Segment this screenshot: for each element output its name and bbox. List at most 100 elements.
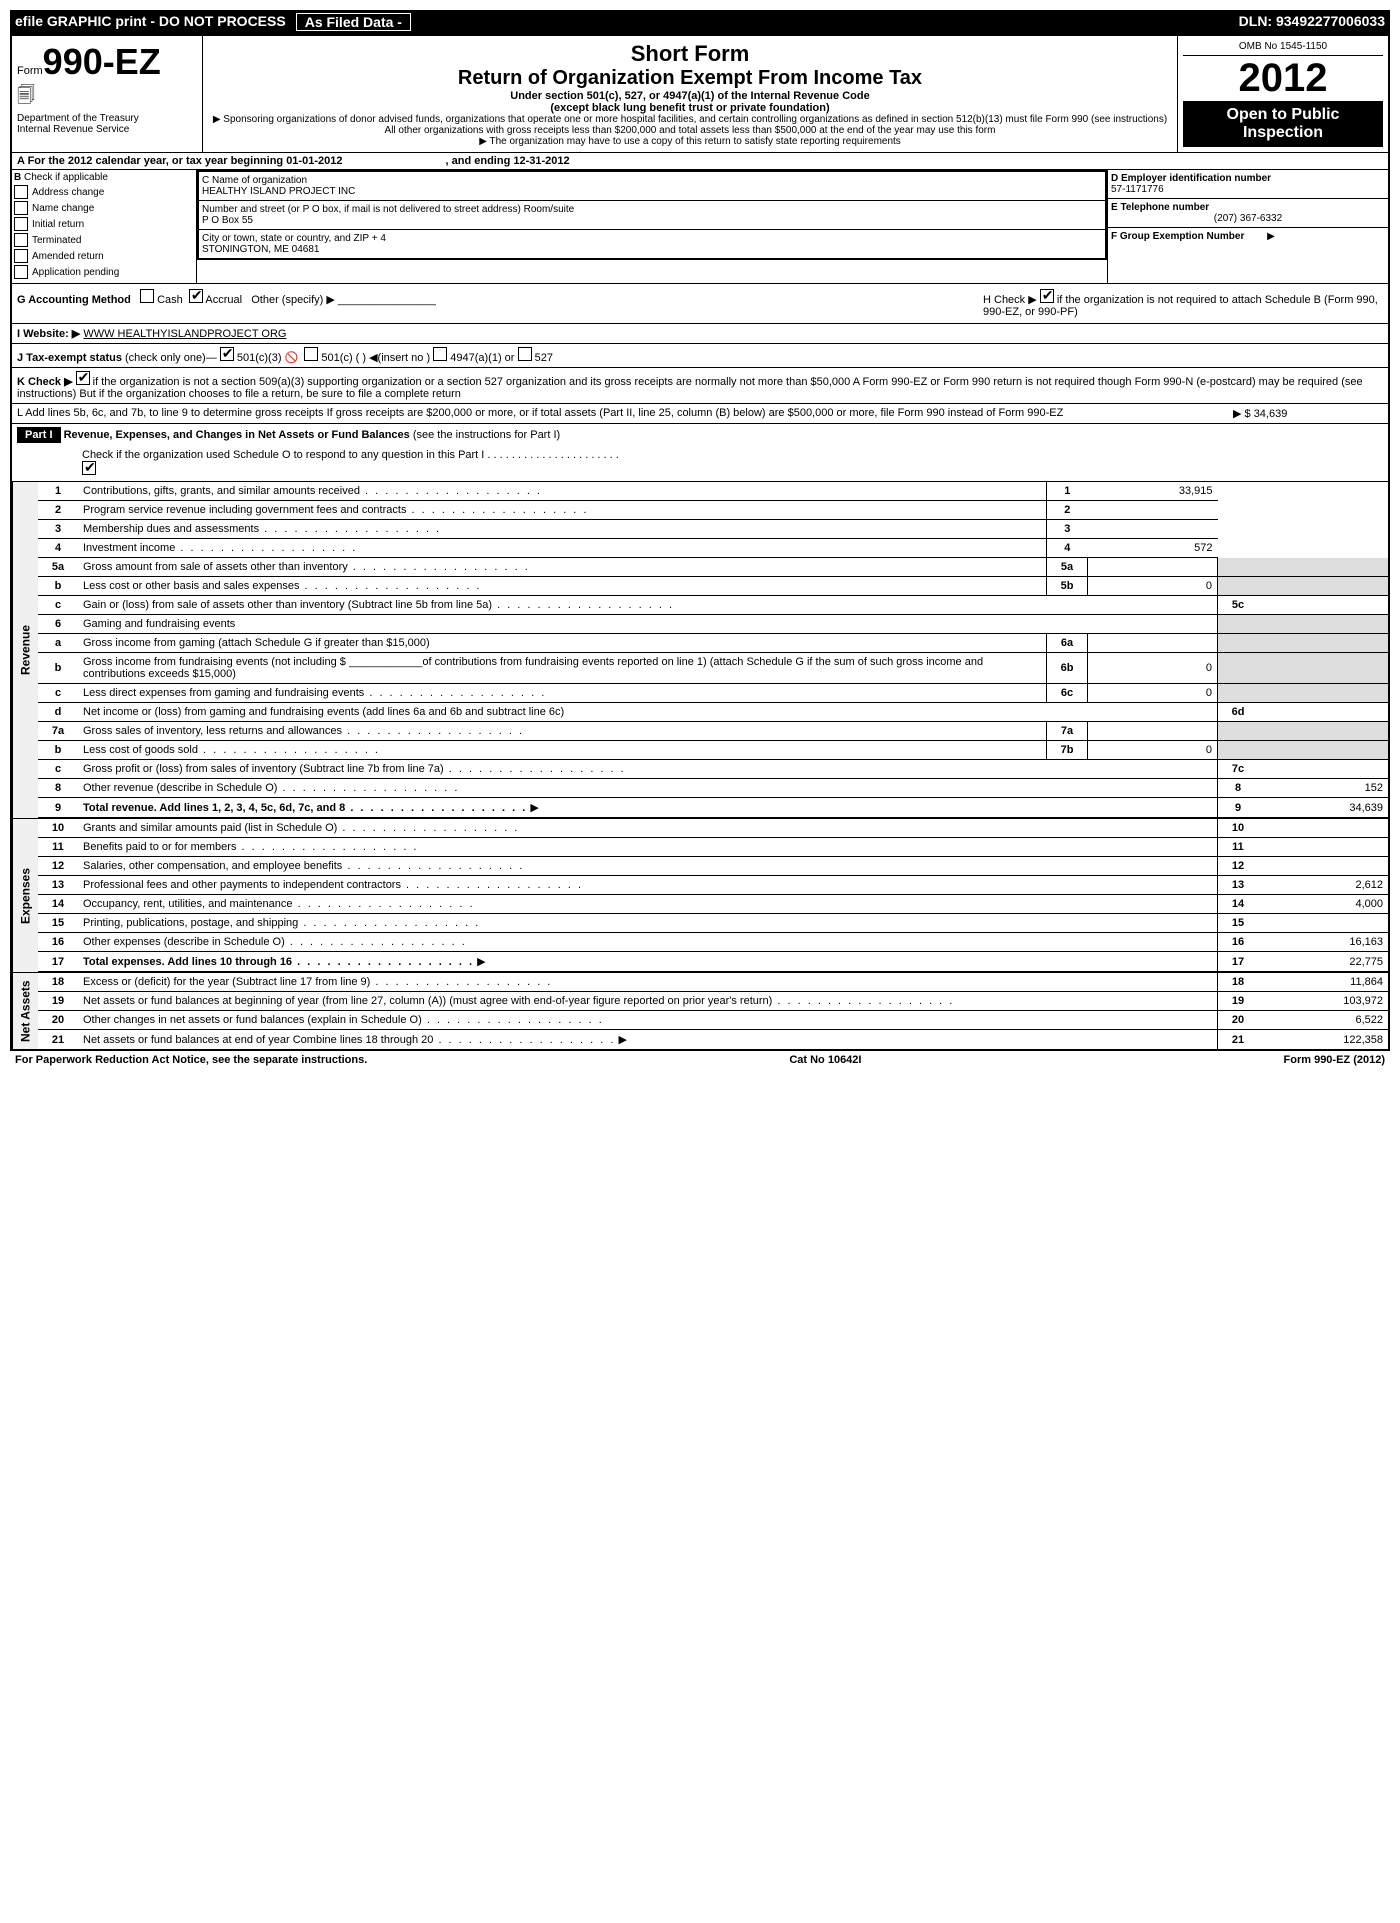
line-7a-box: 7a — [1047, 722, 1088, 741]
line-19-val: 103,972 — [1258, 992, 1388, 1011]
website-url: WWW HEALTHYISLANDPROJECT ORG — [83, 328, 286, 340]
subtitle1: Under section 501(c), 527, or 4947(a)(1)… — [208, 90, 1172, 102]
addr-change-label: Address change — [32, 187, 104, 198]
line-4-desc: Investment income — [78, 539, 1047, 558]
note2: All other organizations with gross recei… — [208, 125, 1172, 136]
line-1-box: 1 — [1047, 482, 1088, 501]
line-21-val: 122,358 — [1258, 1030, 1388, 1050]
line-5b-desc: Less cost or other basis and sales expen… — [83, 580, 482, 592]
line-6d-no: d — [38, 703, 78, 722]
line-7b-no: b — [38, 741, 78, 760]
line-2-desc: Program service revenue including govern… — [78, 501, 1047, 520]
line-11-desc: Benefits paid to or for members — [78, 838, 1218, 857]
line-6c-no: c — [38, 684, 78, 703]
line-6b-desc: Gross income from fundraising events (no… — [83, 656, 983, 680]
line-6d-box: 6d — [1218, 703, 1259, 722]
line-16-no: 16 — [38, 933, 78, 952]
ein: 57-1171776 — [1111, 184, 1385, 195]
line-16-box: 16 — [1218, 933, 1259, 952]
line-12-no: 12 — [38, 857, 78, 876]
open-text: Open to Public — [1188, 106, 1378, 124]
line-8-box: 8 — [1218, 779, 1259, 798]
line-10-box: 10 — [1218, 819, 1259, 838]
street-label: Number and street (or P O box, if mail i… — [202, 204, 1102, 215]
line-16-val: 16,163 — [1258, 933, 1388, 952]
line-5b-no: b — [38, 577, 78, 596]
line-4-val: 572 — [1088, 539, 1218, 558]
line-5c-box: 5c — [1218, 596, 1259, 615]
addr-change-checkbox[interactable] — [14, 185, 28, 199]
section-b-label: B — [14, 172, 21, 183]
schedule-o-checkbox[interactable] — [82, 461, 96, 475]
name-change-label: Name change — [32, 203, 94, 214]
accrual-label: Accrual — [205, 294, 242, 306]
line-6d-desc: Net income or (loss) from gaming and fun… — [78, 703, 1218, 722]
line-16-desc: Other expenses (describe in Schedule O) — [78, 933, 1218, 952]
part1-label: Part I — [17, 427, 61, 443]
line-8-no: 8 — [38, 779, 78, 798]
tax-status-text: (check only one)— — [125, 352, 217, 364]
line-7b-desc: Less cost of goods sold — [83, 744, 380, 756]
line-15-desc: Printing, publications, postage, and shi… — [78, 914, 1218, 933]
website-label: I Website: ▶ — [17, 328, 80, 340]
part1-check: Check if the organization used Schedule … — [82, 449, 619, 461]
line-13-box: 13 — [1218, 876, 1259, 895]
k-label: K Check ▶ — [17, 376, 73, 388]
501c-checkbox[interactable] — [304, 347, 318, 361]
netassets-side-label: Net Assets — [12, 973, 38, 1049]
line-7c-no: c — [38, 760, 78, 779]
line-7b-box: 7b — [1047, 741, 1088, 760]
501c3-checkbox[interactable] — [220, 347, 234, 361]
org-name: HEALTHY ISLAND PROJECT INC — [202, 186, 1102, 197]
line-18-box: 18 — [1218, 973, 1259, 992]
inspection-text: Inspection — [1188, 124, 1378, 142]
line-4-no: 4 — [38, 539, 78, 558]
527-label: 527 — [535, 352, 553, 364]
pending-checkbox[interactable] — [14, 265, 28, 279]
form-container: Form990-EZ 🗐 Department of the Treasury … — [10, 34, 1390, 1051]
line-9-desc: Total revenue. Add lines 1, 2, 3, 4, 5c,… — [83, 802, 527, 814]
line-5c-no: c — [38, 596, 78, 615]
line-6c-box: 6c — [1047, 684, 1088, 703]
line-15-box: 15 — [1218, 914, 1259, 933]
line-7b-sub: 0 — [1088, 741, 1218, 760]
4947-checkbox[interactable] — [433, 347, 447, 361]
name-change-checkbox[interactable] — [14, 201, 28, 215]
line-5c-val — [1258, 596, 1388, 615]
line-21-desc: Net assets or fund balances at end of ye… — [83, 1034, 615, 1046]
line-19-box: 19 — [1218, 992, 1259, 1011]
line-6c-desc: Less direct expenses from gaming and fun… — [83, 687, 546, 699]
line-21-box: 21 — [1218, 1030, 1259, 1050]
accrual-checkbox[interactable] — [189, 289, 203, 303]
initial-return-checkbox[interactable] — [14, 217, 28, 231]
line-10-val — [1258, 819, 1388, 838]
k-checkbox[interactable] — [76, 371, 90, 385]
line-6a-box: 6a — [1047, 634, 1088, 653]
line-5c-desc: Gain or (loss) from sale of assets other… — [78, 596, 1218, 615]
line-7c-val — [1258, 760, 1388, 779]
org-name-label: C Name of organization — [202, 175, 1102, 186]
amended-checkbox[interactable] — [14, 249, 28, 263]
line-4-box: 4 — [1047, 539, 1088, 558]
501c3-label: 501(c)(3) — [237, 352, 282, 364]
open-public: Open to Public Inspection — [1183, 101, 1383, 147]
amended-label: Amended return — [32, 251, 104, 262]
527-checkbox[interactable] — [518, 347, 532, 361]
line-3-desc: Membership dues and assessments — [78, 520, 1047, 539]
short-form-title: Short Form — [208, 41, 1172, 67]
line-9-no: 9 — [38, 798, 78, 818]
paperwork-notice: For Paperwork Reduction Act Notice, see … — [15, 1054, 367, 1066]
line-11-val — [1258, 838, 1388, 857]
line-14-desc: Occupancy, rent, utilities, and maintena… — [78, 895, 1218, 914]
k-body: if the organization is not a section 509… — [17, 376, 1363, 400]
line-5a-desc: Gross amount from sale of assets other t… — [83, 561, 530, 573]
form-prefix: Form — [17, 65, 43, 77]
cash-checkbox[interactable] — [140, 289, 154, 303]
line-3-no: 3 — [38, 520, 78, 539]
schedule-b-checkbox[interactable] — [1040, 289, 1054, 303]
line-1-desc: Contributions, gifts, grants, and simila… — [78, 482, 1047, 501]
terminated-checkbox[interactable] — [14, 233, 28, 247]
line-13-val: 2,612 — [1258, 876, 1388, 895]
note3: ▶ The organization may have to use a cop… — [208, 136, 1172, 147]
line-20-box: 20 — [1218, 1011, 1259, 1030]
